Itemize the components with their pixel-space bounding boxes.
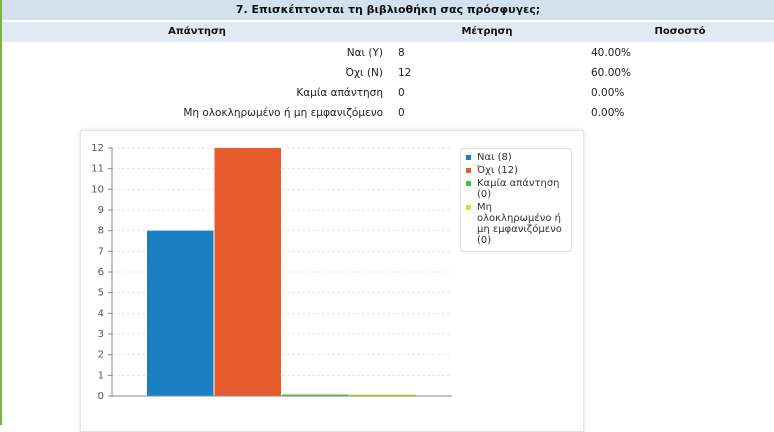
bar: [349, 394, 416, 396]
y-tick-label: 7: [98, 246, 104, 257]
legend-label: Μη ολοκληρωμένο ή μη εμφανιζόμενο (0): [477, 202, 562, 246]
y-tick-label: 10: [91, 184, 104, 195]
answer-percent: 0.00%: [591, 87, 625, 99]
column-header: Μέτρηση: [461, 26, 513, 37]
column-header: Ποσοστό: [654, 26, 706, 37]
legend-item: Μη ολοκληρωμένο ή μη εμφανιζόμενο (0): [461, 202, 571, 246]
bar: [214, 148, 281, 396]
answer-label: Καμία απάντηση: [296, 87, 383, 99]
y-tick-label: 11: [91, 164, 104, 175]
y-tick-label: 3: [98, 329, 104, 340]
legend-swatch: [466, 155, 471, 160]
y-tick-label: 12: [91, 143, 104, 154]
y-tick-label: 8: [98, 226, 104, 237]
bar: [147, 230, 214, 396]
column-header: Απάντηση: [168, 26, 226, 37]
legend-label: Ναι (8): [477, 152, 512, 163]
legend-swatch: [466, 181, 471, 186]
answer-percent: 60.00%: [591, 67, 632, 79]
answer-label: Ναι (Y): [346, 47, 383, 59]
answer-count: 8: [398, 47, 405, 59]
table-header: Απάντηση Μέτρηση Ποσοστό: [2, 22, 774, 42]
answer-count: 0: [398, 87, 405, 99]
bar: [282, 394, 349, 396]
y-tick-label: 5: [98, 288, 104, 299]
legend: Ναι (8) Όχι (12) Καμία απάντηση (0) Μη ολοκ…: [460, 148, 572, 252]
y-tick-label: 4: [98, 308, 104, 319]
legend-swatch: [466, 205, 471, 210]
question-title: 7. Επισκέπτονται τη βιβλιοθήκη σας πρόσφ…: [2, 0, 774, 20]
y-tick-label: 6: [98, 267, 104, 278]
y-tick-label: 9: [98, 205, 104, 216]
y-tick-label: 1: [98, 370, 104, 381]
y-tick-label: 2: [98, 350, 104, 361]
legend-label: Όχι (12): [477, 165, 518, 176]
answer-label: Όχι (N): [345, 67, 383, 79]
legend-swatch: [466, 168, 471, 173]
answer-label: Μη ολοκληρωμένο ή μη εμφανιζόμενο: [183, 107, 383, 119]
y-tick-label: 0: [98, 391, 104, 402]
legend-label: Καμία απάντηση (0): [477, 178, 560, 200]
legend-item: Όχι (12): [461, 165, 571, 176]
answer-count: 12: [398, 67, 412, 79]
answer-percent: 40.00%: [591, 47, 632, 59]
legend-item: Καμία απάντηση (0): [461, 178, 571, 200]
answer-percent: 0.00%: [591, 107, 625, 119]
legend-item: Ναι (8): [461, 152, 571, 163]
answer-count: 0: [398, 107, 405, 119]
